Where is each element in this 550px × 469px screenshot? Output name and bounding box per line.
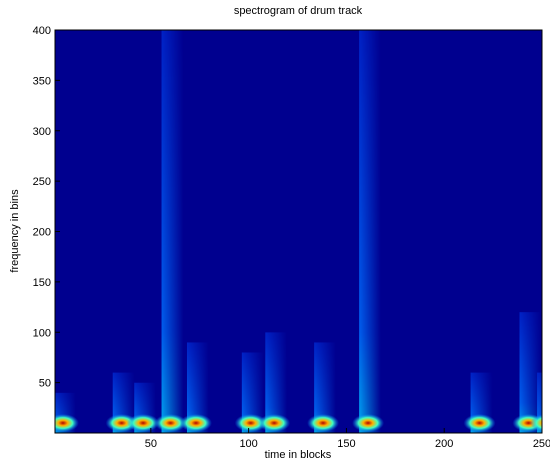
onset-column <box>537 372 542 433</box>
onset-peak <box>234 414 267 432</box>
onset-peak <box>463 414 496 432</box>
onset-peak <box>179 414 212 432</box>
x-axis-label: time in blocks <box>265 449 332 461</box>
onset-column <box>314 342 336 433</box>
onset-peak <box>352 414 385 432</box>
x-tick-label: 100 <box>239 438 257 450</box>
onset-column <box>161 30 184 433</box>
y-tick-label: 100 <box>33 327 51 339</box>
x-tick-label: 50 <box>145 438 157 450</box>
y-tick-label: 400 <box>33 25 51 37</box>
onset-column <box>186 342 209 433</box>
y-tick-label: 150 <box>33 277 51 289</box>
y-tick-label: 50 <box>39 378 51 390</box>
onset-peak <box>55 414 79 432</box>
background <box>55 30 542 433</box>
onset-column <box>265 332 288 433</box>
x-tick-label: 200 <box>435 438 453 450</box>
plot-area <box>55 30 542 433</box>
y-tick-label: 350 <box>33 75 51 87</box>
y-axis-label: frequency in bins <box>9 189 21 273</box>
onset-peak <box>530 414 542 432</box>
x-tick-label: 150 <box>337 438 355 450</box>
onset-peak <box>258 414 291 432</box>
onset-peak <box>127 414 160 432</box>
chart-title: spectrogram of drum track <box>234 5 363 17</box>
onset-column <box>241 352 264 433</box>
y-tick-label: 250 <box>33 176 51 188</box>
y-tick-label: 200 <box>33 227 51 239</box>
onset-column <box>519 312 542 433</box>
onset-peak <box>307 414 340 432</box>
onset-column <box>359 30 381 433</box>
y-tick-label: 300 <box>33 126 51 138</box>
x-tick-label: 250 <box>533 438 550 450</box>
axes: 50 100 150 200 250 50 100 150 200 250 300 350 400 <box>33 25 550 450</box>
onset-peak <box>154 414 187 432</box>
